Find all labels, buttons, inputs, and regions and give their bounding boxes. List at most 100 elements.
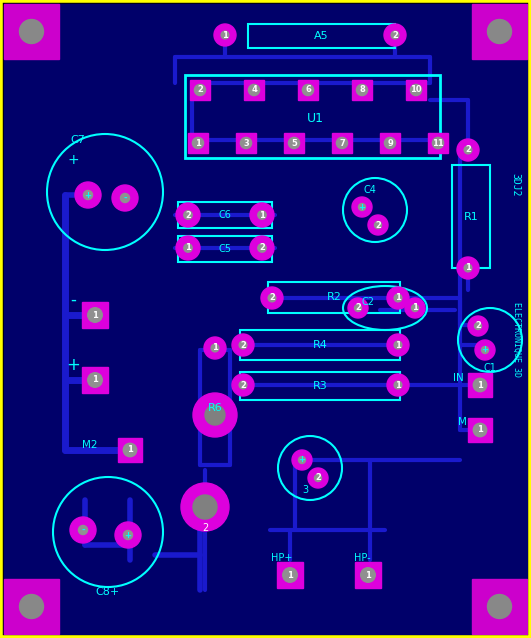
Circle shape [184,244,192,252]
Circle shape [268,294,276,302]
Circle shape [308,468,328,488]
Bar [468,418,492,442]
Circle shape [368,215,388,235]
Text: 1: 1 [412,304,418,313]
Circle shape [258,211,266,219]
Text: 1: 1 [127,445,133,454]
Text: 1: 1 [365,570,371,579]
Circle shape [457,257,479,279]
Circle shape [374,221,381,228]
Circle shape [387,334,409,356]
Text: 11: 11 [432,138,444,147]
Bar [468,373,492,397]
Circle shape [221,31,229,39]
Circle shape [394,294,402,302]
Circle shape [184,211,192,219]
Text: 1: 1 [395,341,401,350]
Circle shape [282,568,297,582]
Text: C2: C2 [362,297,374,307]
Bar [82,302,108,328]
Circle shape [193,393,237,437]
Text: 1: 1 [212,343,218,353]
Bar [118,438,142,462]
Text: 10: 10 [410,85,422,94]
Text: 1: 1 [395,293,401,302]
Circle shape [121,193,130,202]
Text: 1: 1 [395,380,401,390]
Text: 5: 5 [291,138,297,147]
Text: 3DJ2: 3DJ2 [510,174,520,197]
Circle shape [457,139,479,161]
Circle shape [384,137,396,149]
Circle shape [115,522,141,548]
Text: 2: 2 [315,473,321,482]
Text: 2: 2 [475,322,481,330]
Text: 2: 2 [240,341,246,350]
Circle shape [384,24,406,46]
Bar [406,80,426,100]
Circle shape [261,287,283,309]
Bar [240,330,400,360]
Circle shape [250,236,274,260]
Circle shape [20,595,44,618]
Circle shape [258,244,266,252]
Bar [284,133,304,153]
Bar [332,133,352,153]
Text: C7: C7 [71,135,85,145]
Text: 2: 2 [355,304,361,313]
Circle shape [249,84,260,96]
Text: 2: 2 [465,145,471,154]
Bar [380,133,400,153]
Bar [472,579,527,634]
Circle shape [298,457,305,463]
Text: 1: 1 [477,426,483,434]
Circle shape [394,341,402,349]
Text: 2: 2 [202,523,208,533]
Text: 1: 1 [465,263,471,272]
Text: 2: 2 [375,221,381,230]
Text: 1: 1 [92,311,98,320]
Circle shape [204,337,226,359]
Circle shape [79,526,88,535]
Circle shape [20,20,44,43]
Circle shape [75,182,101,208]
Bar [178,236,272,262]
Circle shape [239,341,247,349]
Circle shape [83,191,92,200]
Circle shape [482,346,489,353]
Circle shape [412,304,418,311]
Circle shape [123,530,133,540]
Bar [190,80,210,100]
Circle shape [205,405,225,425]
Circle shape [123,443,136,457]
Text: 2: 2 [185,211,191,219]
Circle shape [88,373,102,387]
Text: 4: 4 [251,85,257,94]
Circle shape [473,423,487,437]
Circle shape [241,137,252,149]
Bar [452,165,490,268]
Bar [472,4,527,59]
Text: +: + [358,202,365,212]
Circle shape [356,84,367,96]
Text: +: + [84,191,91,200]
Circle shape [487,595,511,618]
Text: +: + [482,346,489,355]
Text: 3: 3 [302,485,308,495]
Text: 2: 2 [197,85,203,94]
Text: -: - [70,291,76,309]
Circle shape [193,495,217,519]
Text: 8: 8 [359,85,365,94]
Circle shape [358,204,365,211]
Text: A5: A5 [314,31,329,41]
Circle shape [391,31,399,39]
Text: R6: R6 [208,403,222,413]
Text: C1: C1 [484,363,496,373]
Circle shape [302,84,314,96]
Text: 3: 3 [243,138,249,147]
Text: 1: 1 [477,380,483,390]
Circle shape [250,203,274,227]
Circle shape [387,374,409,396]
Circle shape [405,298,425,318]
Bar [352,80,372,100]
